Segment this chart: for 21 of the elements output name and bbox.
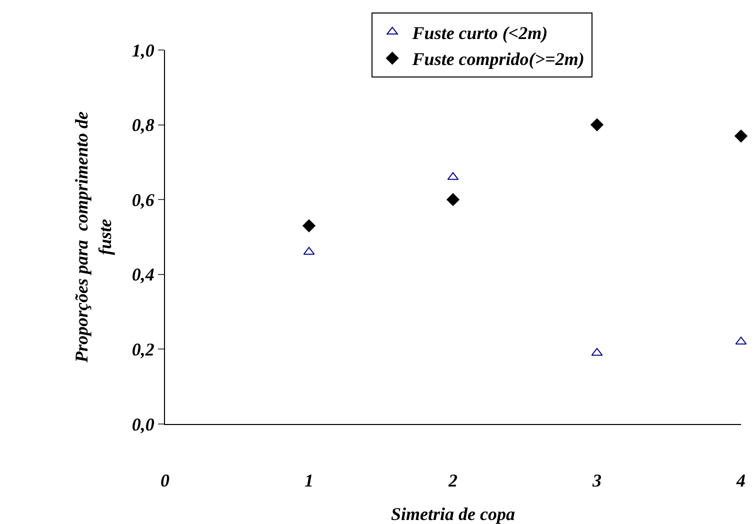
legend-label: Fuste comprido(>=2m) [411, 49, 584, 70]
point [302, 219, 316, 232]
y-tick-label: 0,0 [132, 414, 154, 434]
y-tick-label: 0,6 [132, 190, 154, 210]
point [590, 118, 604, 132]
y-tick-label: 0,8 [132, 115, 154, 136]
x-tick-label: 0 [160, 470, 170, 491]
x-tick-label: 3 [592, 470, 602, 491]
point [734, 130, 748, 142]
x-axis-title: Simetria de copa [391, 504, 515, 524]
x-tick-label: 2 [448, 470, 458, 491]
point [446, 193, 460, 206]
y-tick-label: 0,4 [132, 264, 154, 285]
point [303, 246, 315, 255]
legend-label: Fuste curto (<2m) [411, 22, 548, 43]
y-axis-title: Proporções para comprimento de fuste [72, 112, 116, 364]
x-tick-label: 1 [304, 470, 314, 491]
y-tick-label: 0,2 [132, 340, 154, 360]
y-tick-label: 1,0 [132, 40, 154, 60]
point [591, 348, 603, 356]
x-tick-label: 4 [736, 470, 746, 491]
